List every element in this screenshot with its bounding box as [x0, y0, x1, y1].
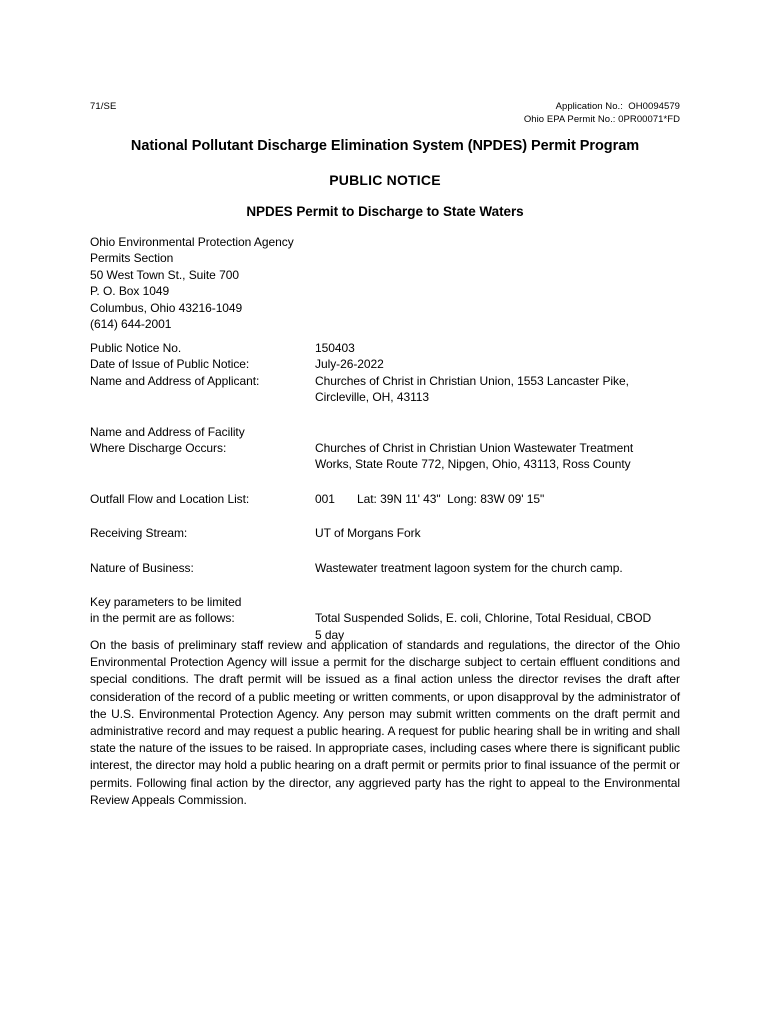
field-value: 001 Lat: 39N 11' 43" Long: 83W 09' 15" [315, 491, 682, 507]
document-code: 71/SE [90, 101, 117, 112]
permit-subject-title: NPDES Permit to Discharge to State Water… [246, 204, 524, 219]
field-label: Receiving Stream: [90, 526, 188, 541]
field-applicant: Name and Address of Applicant: Churches … [90, 373, 682, 406]
public-notice-title: PUBLIC NOTICE [329, 172, 441, 188]
program-title: National Pollutant Discharge Elimination… [130, 138, 640, 154]
field-date-of-issue: Date of Issue of Public Notice: July-26-… [90, 356, 682, 372]
agency-po-box: P. O. Box 1049 [90, 284, 170, 299]
header-identifiers: Application No.: OH0094579 Ohio EPA Perm… [524, 101, 680, 126]
field-outfall: Outfall Flow and Location List: 001 Lat:… [90, 491, 682, 507]
field-nature-of-business: Nature of Business: Wastewater treatment… [90, 560, 682, 576]
field-label: Public Notice No. [90, 341, 182, 355]
field-value: July-26-2022 [315, 357, 384, 372]
field-value: UT of Morgans Fork [315, 526, 421, 541]
field-label: Nature of Business: [90, 560, 194, 575]
agency-phone: (614) 644-2001 [90, 317, 172, 332]
field-value: Churches of Christ in Christian Union Wa… [315, 441, 634, 472]
field-value: 150403 [315, 341, 355, 355]
outfall-number: 001 [315, 491, 335, 506]
field-key-parameters: Key parameters to be limited in the perm… [90, 594, 682, 643]
notice-body-paragraph: On the basis of preliminary staff review… [90, 638, 680, 807]
spacer [90, 542, 682, 560]
field-public-notice-no: Public Notice No. 150403 [90, 340, 682, 356]
field-receiving-stream: Receiving Stream: UT of Morgans Fork [90, 525, 682, 541]
field-facility: Name and Address of Facility Where Disch… [90, 424, 682, 473]
spacer [90, 507, 682, 525]
spacer [90, 473, 682, 491]
field-label: Outfall Flow and Location List: [90, 491, 250, 506]
application-number: Application No.: OH0094579 [555, 101, 680, 112]
field-value: Wastewater treatment lagoon system for t… [315, 560, 623, 575]
agency-address-block: Ohio Environmental Protection Agency Per… [90, 234, 294, 332]
permit-details-list: Public Notice No. 150403 Date of Issue o… [90, 340, 682, 643]
spacer [90, 406, 682, 424]
agency-section: Permits Section [90, 251, 174, 266]
agency-city-state-zip: Columbus, Ohio 43216-1049 [90, 300, 243, 315]
field-label: Date of Issue of Public Notice: [90, 357, 250, 372]
field-label: Name and Address of Applicant: [90, 373, 260, 388]
spacer [90, 576, 682, 594]
document-header: 71/SE Application No.: OH0094579 Ohio EP… [90, 101, 680, 126]
field-label: Name and Address of Facility Where Disch… [90, 424, 245, 456]
agency-name: Ohio Environmental Protection Agency [90, 235, 294, 249]
outfall-coordinates: Lat: 39N 11' 43" Long: 83W 09' 15" [357, 491, 545, 506]
agency-street: 50 West Town St., Suite 700 [90, 267, 239, 282]
field-label: Key parameters to be limited in the perm… [90, 595, 242, 626]
field-value: Churches of Christ in Christian Union, 1… [315, 373, 629, 405]
field-value: Total Suspended Solids, E. coli, Chlorin… [315, 611, 652, 642]
permit-number: Ohio EPA Permit No.: 0PR00071*FD [523, 113, 680, 125]
